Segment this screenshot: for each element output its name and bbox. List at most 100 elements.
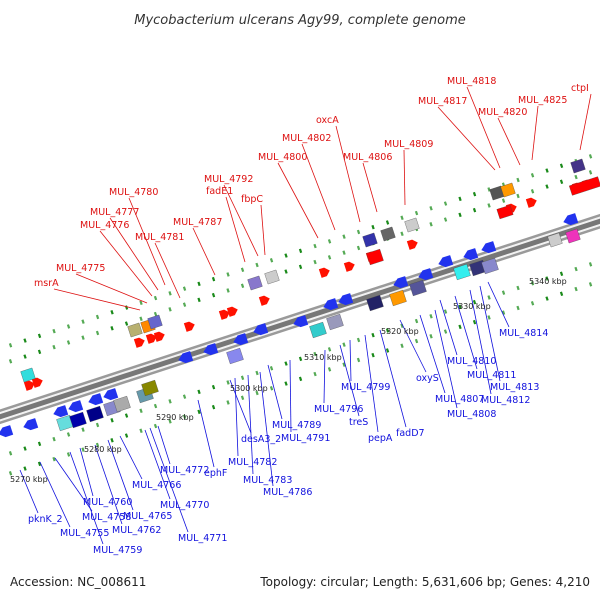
guide-dot (313, 243, 317, 249)
gene-label-MUL_4762[interactable]: MUL_4762 (112, 525, 161, 536)
gene-label-MUL_4776[interactable]: MUL_4776 (80, 220, 129, 231)
gene-label-MUL_4811[interactable]: MUL_4811 (467, 370, 516, 381)
gene-label-MUL_4786[interactable]: MUL_4786 (263, 487, 312, 498)
gene-label-treS[interactable]: treS (349, 417, 368, 428)
gene-label-MUL_4787[interactable]: MUL_4787 (173, 217, 222, 228)
reverse-gene-arrow (253, 323, 269, 336)
guide-dot (545, 184, 549, 189)
gene-label-fbpC[interactable]: fbpC (241, 194, 263, 205)
gene-label-MUL_4800[interactable]: MUL_4800 (258, 152, 307, 163)
guide-dot (385, 348, 390, 353)
guide-dot (139, 428, 143, 434)
gene-label-MUL_4777[interactable]: MUL_4777 (90, 207, 139, 218)
guide-dot (153, 403, 158, 409)
gene-label-MUL_4770[interactable]: MUL_4770 (160, 500, 209, 511)
gene-label-desA3_2[interactable]: desA3_2 (241, 434, 281, 445)
guide-dot (472, 319, 477, 325)
reverse-leader-line (439, 299, 458, 356)
forward-leader-line (75, 273, 148, 304)
gene-label-MUL_4818[interactable]: MUL_4818 (447, 76, 496, 87)
gene-label-MUL_4758[interactable]: MUL_4758 (82, 512, 131, 523)
gene-label-MUL_4812[interactable]: MUL_4812 (481, 395, 530, 406)
gene-label-MUL_4808[interactable]: MUL_4808 (447, 409, 496, 420)
guide-dot (429, 222, 433, 227)
gene-label-MUL_4791[interactable]: MUL_4791 (281, 433, 330, 444)
gene-label-MUL_4820[interactable]: MUL_4820 (478, 107, 527, 118)
forward-leader-line (301, 143, 336, 231)
gene-label-oxyS[interactable]: oxyS (416, 373, 439, 384)
guide-dot (153, 295, 158, 301)
forward-leader-line (403, 149, 406, 206)
gene-label-MUL_4813[interactable]: MUL_4813 (490, 382, 539, 393)
guide-dot (23, 338, 27, 343)
guide-dot (559, 271, 564, 277)
gene-label-MUL_4825[interactable]: MUL_4825 (518, 95, 567, 106)
guide-dot (95, 330, 100, 336)
gene-label-MUL_4796[interactable]: MUL_4796 (314, 404, 363, 415)
guide-dot (574, 286, 578, 292)
guide-dot (182, 414, 187, 419)
tick-label: 5310 kbp (304, 353, 342, 362)
reverse-leader-line (289, 359, 292, 433)
gene-block (570, 158, 586, 174)
map-title: Mycobacterium ulcerans Agy99, complete g… (134, 13, 466, 28)
forward-leader-line (225, 196, 246, 263)
gene-label-ephF[interactable]: ephF (204, 468, 227, 479)
guide-dot (66, 432, 71, 437)
guide-dot (298, 356, 303, 362)
gene-label-MUL_4817[interactable]: MUL_4817 (418, 96, 467, 107)
gene-label-MUL_4810[interactable]: MUL_4810 (447, 356, 496, 367)
guide-dot (110, 326, 114, 331)
gene-block (127, 322, 143, 338)
guide-dot (240, 395, 245, 401)
gene-label-MUL_4802[interactable]: MUL_4802 (282, 133, 331, 144)
guide-dot (400, 231, 404, 237)
guide-dot (23, 446, 27, 451)
gene-label-MUL_4781[interactable]: MUL_4781 (135, 232, 184, 243)
gene-label-MUL_4789[interactable]: MUL_4789 (272, 420, 321, 431)
gene-label-MUL_4766[interactable]: MUL_4766 (132, 480, 181, 491)
gene-label-oxcA[interactable]: oxcA (316, 115, 339, 126)
gene-label-fadE1[interactable]: fadE1 (206, 186, 233, 197)
gene-label-MUL_4782[interactable]: MUL_4782 (228, 457, 277, 468)
gene-label-MUL_4759[interactable]: MUL_4759 (93, 545, 142, 556)
reverse-gene-arrow (563, 213, 579, 226)
gene-label-MUL_4780[interactable]: MUL_4780 (109, 187, 158, 198)
reverse-gene-arrow (463, 248, 479, 261)
gene-label-MUL_4792[interactable]: MUL_4792 (204, 174, 253, 185)
guide-dot (284, 253, 288, 258)
gene-label-MUL_4775[interactable]: MUL_4775 (56, 263, 105, 274)
reverse-leader-line (379, 329, 407, 428)
guide-dot (110, 310, 114, 315)
guide-dot (211, 292, 216, 298)
guide-dot (443, 329, 448, 334)
gene-label-MUL_4806[interactable]: MUL_4806 (343, 152, 392, 163)
gene-label-MUL_4799[interactable]: MUL_4799 (341, 382, 390, 393)
gene-label-MUL_4814[interactable]: MUL_4814 (499, 328, 548, 339)
gene-label-MUL_4772[interactable]: MUL_4772 (160, 465, 209, 476)
forward-leader-line (277, 162, 319, 239)
guide-dot (8, 451, 13, 456)
gene-label-pknK_2[interactable]: pknK_2 (28, 514, 63, 525)
gene-block (113, 395, 131, 413)
gene-label-MUL_4755[interactable]: MUL_4755 (60, 528, 109, 539)
gene-label-msrA[interactable]: msrA (34, 278, 59, 289)
guide-dot (23, 354, 27, 359)
gene-label-MUL_4760[interactable]: MUL_4760 (83, 497, 132, 508)
guide-dot (284, 269, 288, 274)
gene-label-MUL_4771[interactable]: MUL_4771 (178, 533, 227, 544)
gene-label-pepA[interactable]: pepA (368, 433, 393, 444)
gene-label-fadD7[interactable]: fadD7 (396, 428, 425, 439)
gene-block (481, 257, 499, 275)
guide-dot (574, 174, 578, 180)
gene-label-ctpI[interactable]: ctpI (571, 83, 589, 94)
gene-label-MUL_4765[interactable]: MUL_4765 (123, 511, 172, 522)
gene-block (247, 275, 263, 291)
guide-dot (530, 173, 535, 178)
gene-label-MUL_4809[interactable]: MUL_4809 (384, 139, 433, 150)
gene-label-MUL_4807[interactable]: MUL_4807 (435, 394, 484, 405)
guide-dot (269, 386, 274, 391)
gene-label-MUL_4783[interactable]: MUL_4783 (243, 475, 292, 486)
gene-block (453, 263, 471, 281)
guide-dot (197, 297, 201, 303)
